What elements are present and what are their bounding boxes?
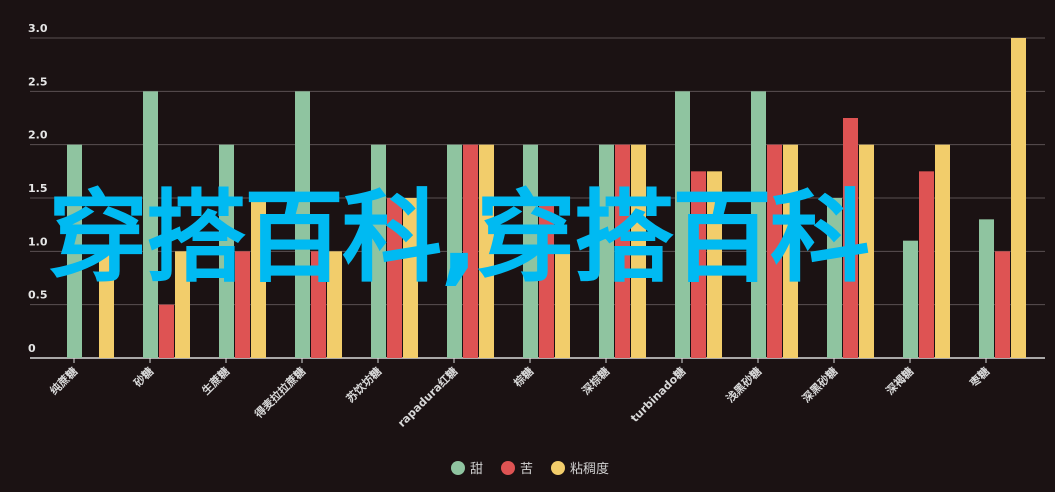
bar-粘稠度-纯蔗糖	[99, 251, 114, 358]
bar-甜-苏饮坊糖	[371, 144, 386, 358]
bar-苦-rapadura红糖	[463, 144, 478, 358]
bar-粘稠度-turbinado糖	[707, 171, 722, 358]
bar-甜-得麦拉拉蔗糖	[295, 91, 310, 358]
bar-苦-生蔗糖	[235, 251, 250, 358]
bar-甜-生蔗糖	[219, 144, 234, 358]
bar-粘稠度-浅黑砂糖	[783, 144, 798, 358]
bar-粘稠度-rapadura红糖	[479, 144, 494, 358]
x-tick-label: rapadura红糖	[395, 364, 461, 430]
y-tick-label: 0.5	[28, 289, 48, 302]
x-tick-label: turbinado糖	[627, 364, 688, 425]
bar-甜-深褐糖	[903, 240, 918, 358]
x-tick-label: 棕糖	[510, 364, 536, 390]
bar-苦-turbinado糖	[691, 171, 706, 358]
legend-label-粘稠度: 粘稠度	[570, 461, 609, 477]
y-tick-label: 0	[28, 342, 36, 355]
bar-苦-深黑砂糖	[843, 118, 858, 358]
bar-粘稠度-苏饮坊糖	[403, 198, 418, 358]
legend-marker-苦	[501, 461, 515, 475]
bar-苦-深褐糖	[919, 171, 934, 358]
legend-label-甜: 甜	[470, 461, 483, 477]
x-tick-label: 浅黑砂糖	[723, 364, 764, 405]
bar-甜-turbinado糖	[675, 91, 690, 358]
bar-甜-枣糖	[979, 219, 994, 358]
bar-粘稠度-枣糖	[1011, 38, 1026, 358]
x-tick-label: 纯蔗糖	[47, 364, 80, 397]
bar-苦-苏饮坊糖	[387, 198, 402, 358]
bar-粘稠度-砂糖	[175, 251, 190, 358]
bar-粘稠度-得麦拉拉蔗糖	[327, 251, 342, 358]
y-tick-label: 2.5	[28, 75, 48, 88]
bar-甜-纯蔗糖	[67, 144, 82, 358]
y-tick-label: 1.5	[28, 182, 48, 195]
x-tick-label: 深黑砂糖	[799, 364, 840, 405]
x-tick-label: 生蔗糖	[199, 364, 232, 397]
bar-粘稠度-生蔗糖	[251, 198, 266, 358]
y-tick-label: 3.0	[28, 22, 48, 35]
bar-粘稠度-深棕糖	[631, 144, 646, 358]
legend-label-苦: 苦	[520, 461, 533, 477]
bar-甜-深黑砂糖	[827, 198, 842, 358]
bar-粘稠度-棕糖	[555, 251, 570, 358]
x-tick-label: 砂糖	[131, 364, 156, 389]
bar-苦-砂糖	[159, 304, 174, 358]
legend-marker-甜	[451, 461, 465, 475]
bar-粘稠度-深褐糖	[935, 144, 950, 358]
bar-粘稠度-深黑砂糖	[859, 144, 874, 358]
bar-苦-得麦拉拉蔗糖	[311, 251, 326, 358]
y-tick-label: 2.0	[28, 129, 48, 142]
bar-苦-深棕糖	[615, 144, 630, 358]
x-tick-label: 深棕糖	[579, 364, 612, 397]
bar-甜-浅黑砂糖	[751, 91, 766, 358]
bar-苦-浅黑砂糖	[767, 144, 782, 358]
x-tick-label: 枣糖	[966, 364, 992, 390]
y-tick-label: 1.0	[28, 235, 48, 248]
bar-苦-棕糖	[539, 198, 554, 358]
legend-marker-粘稠度	[551, 461, 565, 475]
x-tick-label: 苏饮坊糖	[343, 364, 384, 405]
bar-甜-棕糖	[523, 144, 538, 358]
x-tick-label: 得麦拉拉蔗糖	[251, 364, 308, 421]
bar-甜-砂糖	[143, 91, 158, 358]
bar-甜-深棕糖	[599, 144, 614, 358]
x-tick-label: 深褐糖	[883, 364, 916, 397]
bar-甜-rapadura红糖	[447, 144, 462, 358]
bar-苦-枣糖	[995, 251, 1010, 358]
